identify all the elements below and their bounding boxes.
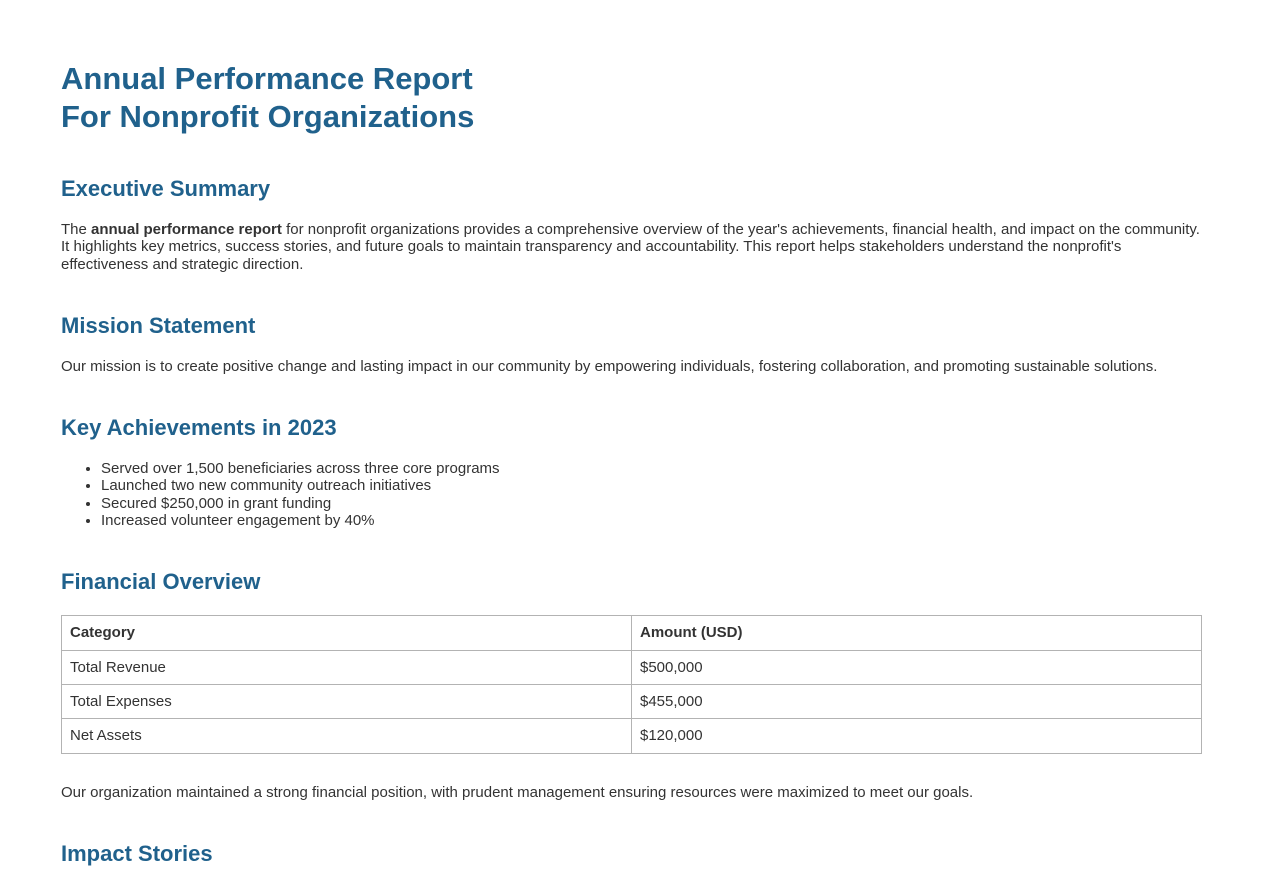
report-title-line2: For Nonprofit Organizations: [61, 99, 475, 134]
table-header-category: Category: [61, 615, 632, 651]
executive-summary-rest: for nonprofit organizations provides a c…: [61, 221, 1200, 273]
heading-financial-overview: Financial Overview: [61, 569, 261, 595]
achievement-list: Served over 1,500 beneficiaries across t…: [61, 460, 1202, 529]
heading-executive-summary: Executive Summary: [61, 176, 271, 201]
table-row: Total Revenue $500,000: [61, 649, 1202, 685]
achievement-item: Secured $250,000 in grant funding: [101, 495, 1202, 512]
achievement-item: Increased volunteer engagement by 40%: [101, 512, 1202, 529]
table-header-amount: Amount (USD): [631, 615, 1202, 651]
table-cell-category: Total Revenue: [61, 649, 632, 685]
table-cell-amount: $500,000: [631, 649, 1202, 685]
executive-summary-paragraph: The annual performance report for nonpro…: [61, 221, 1202, 273]
achievement-item: Served over 1,500 beneficiaries across t…: [101, 460, 1202, 477]
report-title: Annual Performance Report For Nonprofit O…: [61, 60, 1202, 136]
table-cell-category: Total Expenses: [61, 683, 632, 720]
executive-summary-lead: The: [61, 221, 92, 238]
heading-impact-stories: Impact Stories: [61, 840, 213, 866]
mission-statement-paragraph: Our mission is to create positive change…: [61, 357, 1158, 375]
table-cell-amount: $120,000: [631, 718, 1202, 754]
table-cell-amount: $455,000: [631, 683, 1202, 720]
report-title-line1: Annual Performance Report: [61, 61, 473, 96]
table-row: Net Assets $120,000: [61, 718, 1202, 754]
financial-overview-note: Our organization maintained a strong fin…: [61, 783, 974, 801]
financial-table-header-row: Category Amount (USD): [61, 615, 1202, 651]
heading-key-achievements: Key Achievements in 2023: [61, 415, 337, 441]
table-cell-category: Net Assets: [61, 718, 632, 754]
executive-summary-bold-phrase: annual performance report: [91, 221, 282, 238]
table-row: Total Expenses $455,000: [61, 683, 1202, 720]
financial-table: Category Amount (USD) Total Revenue $500…: [61, 615, 1202, 754]
heading-mission-statement: Mission Statement: [61, 312, 256, 338]
achievement-item: Launched two new community outreach init…: [101, 477, 1202, 494]
